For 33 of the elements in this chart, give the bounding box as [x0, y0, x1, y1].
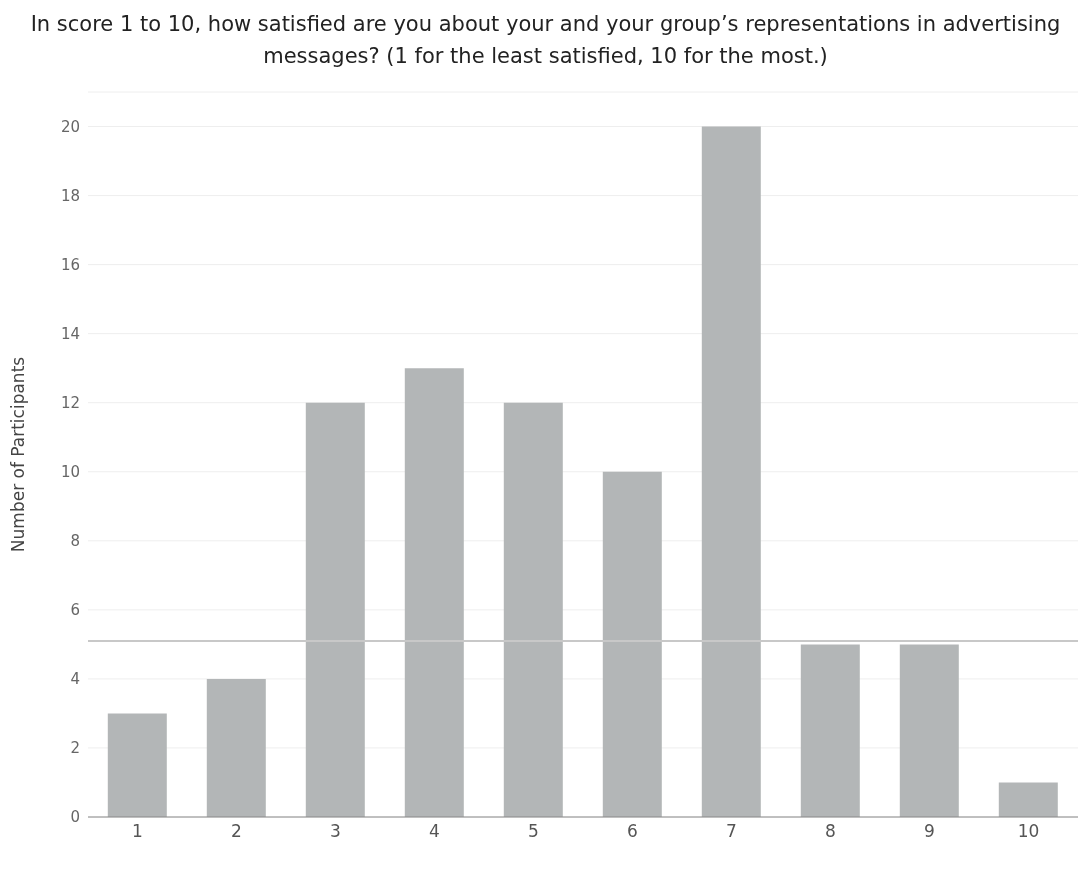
x-tick-label: 2	[231, 821, 242, 842]
bar	[404, 368, 464, 817]
bar	[206, 678, 266, 817]
y-tick-label: 0	[70, 808, 80, 827]
y-tick-label: 6	[70, 601, 80, 620]
x-tick-label: 4	[429, 821, 440, 842]
y-tick-label: 18	[60, 186, 80, 205]
y-tick-label: 8	[70, 532, 80, 551]
bar	[800, 644, 860, 817]
bar	[998, 782, 1058, 817]
x-tick-label: 10	[1017, 821, 1040, 842]
x-tick-label: 9	[924, 821, 935, 842]
bar	[602, 471, 662, 817]
x-tick-label: 5	[528, 821, 539, 842]
y-tick-label: 20	[60, 117, 80, 136]
chart-title: In score 1 to 10, how satisfied are you about your and your group’s representations in advertising messages? (1 for the least satisfied, 10 for the most.)	[29, 11, 1062, 70]
bar	[503, 402, 563, 817]
y-tick-label: 12	[60, 394, 80, 413]
x-tick-label: 1	[132, 821, 143, 842]
y-tick-label: 16	[60, 255, 80, 274]
x-tick-label: 3	[330, 821, 341, 842]
y-tick-label: 4	[70, 670, 80, 689]
y-tick-label: 2	[70, 739, 80, 758]
y-tick-label: 10	[60, 463, 80, 482]
y-tick-label: 14	[60, 324, 80, 343]
bar	[899, 644, 959, 817]
x-tick-label: 7	[726, 821, 737, 842]
y-axis-title: Number of Participants	[8, 356, 29, 553]
bar	[305, 402, 365, 817]
bar	[701, 126, 761, 817]
x-tick-label: 8	[825, 821, 836, 842]
bar	[107, 713, 167, 817]
x-tick-label: 6	[627, 821, 638, 842]
